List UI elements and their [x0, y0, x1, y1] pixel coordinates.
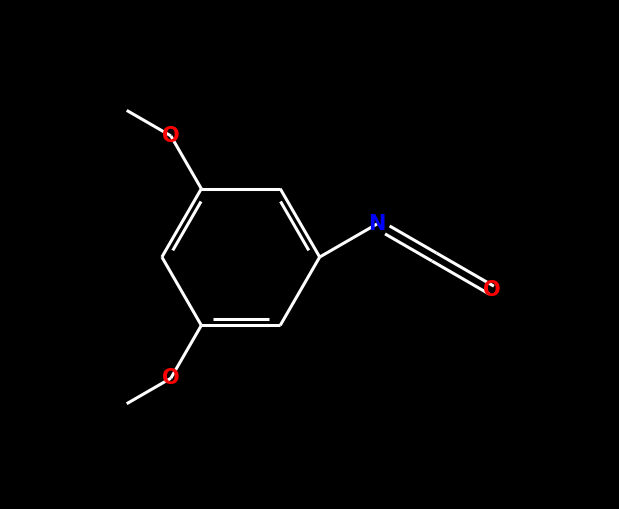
Text: O: O	[162, 126, 180, 146]
Text: N: N	[368, 214, 386, 234]
Text: O: O	[162, 369, 180, 388]
Text: O: O	[483, 280, 500, 300]
